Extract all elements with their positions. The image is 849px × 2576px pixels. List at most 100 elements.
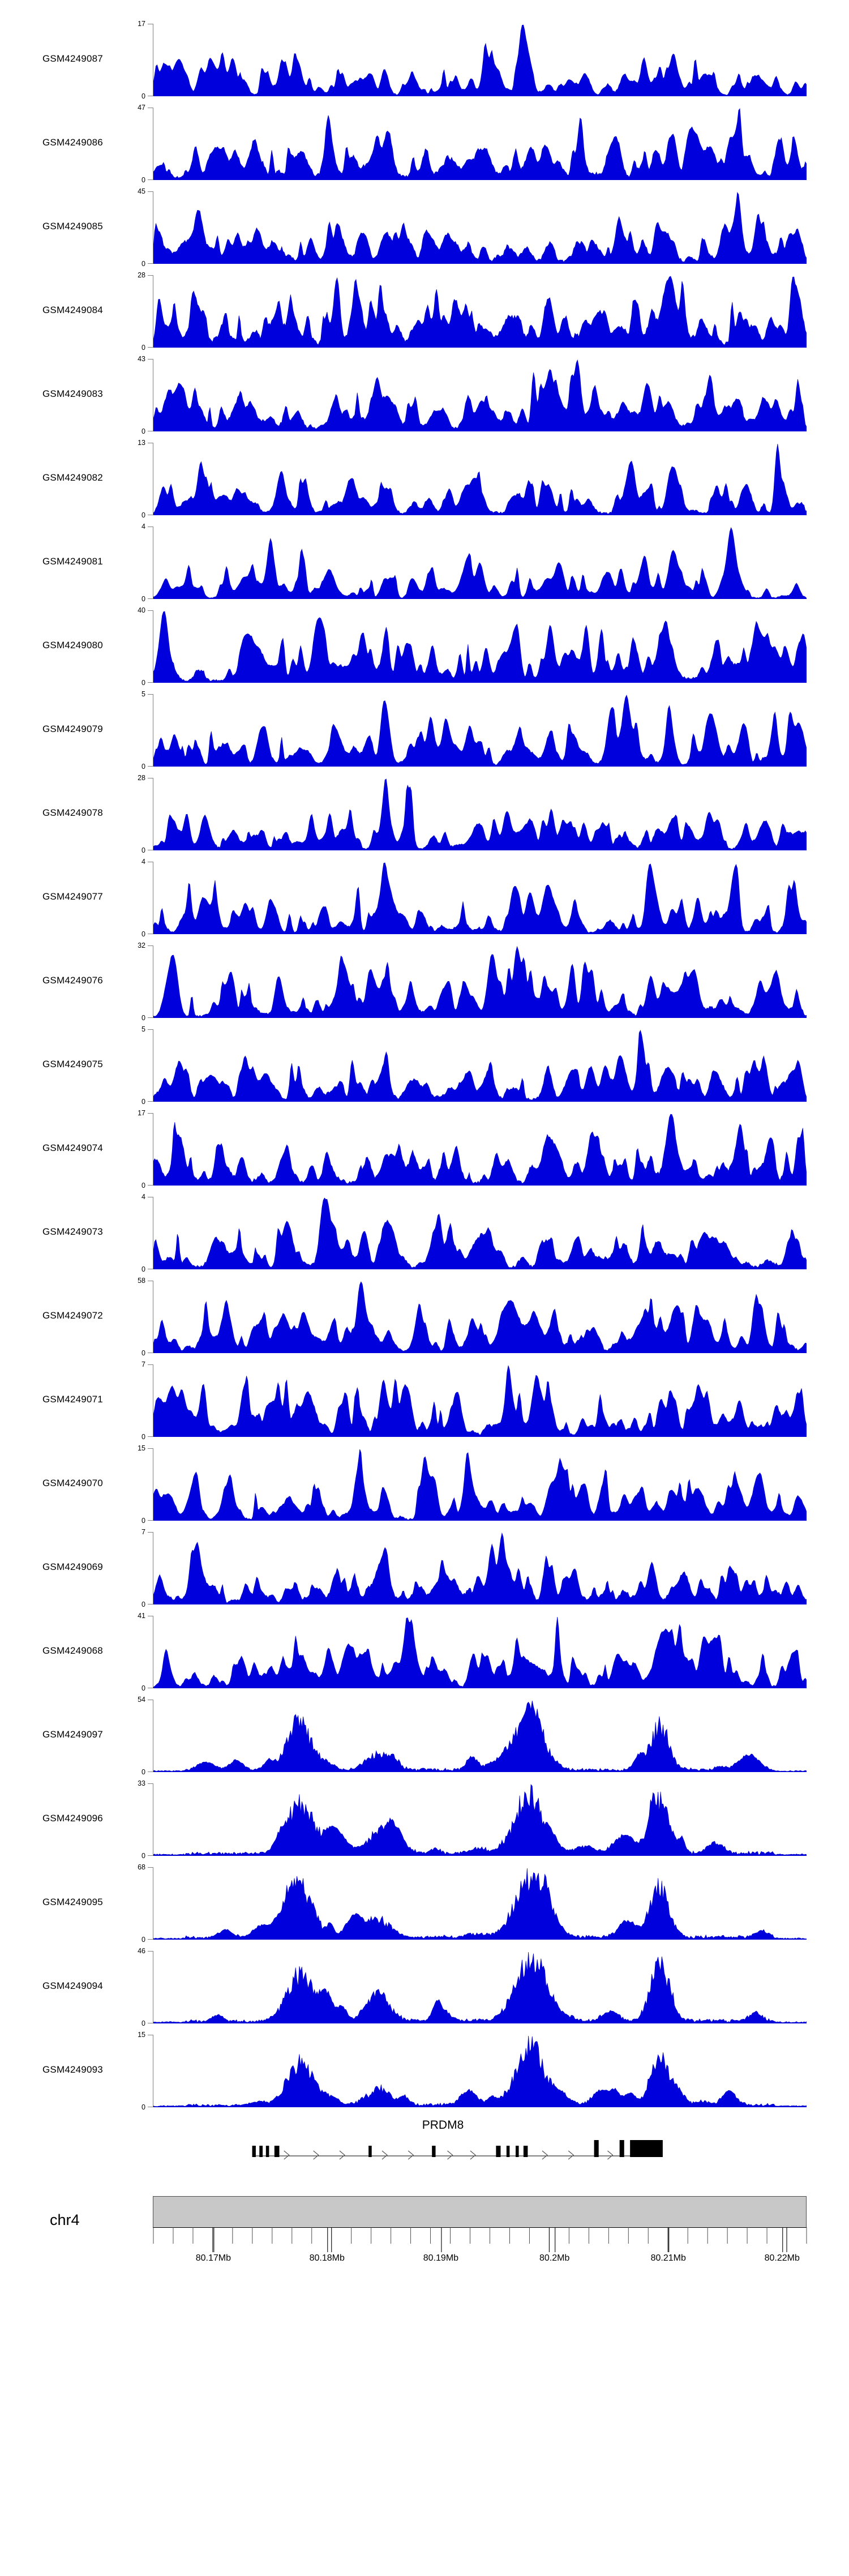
coverage-area-plot [153, 862, 807, 934]
coverage-track: GSM4249093 15 0 [0, 2029, 849, 2113]
gene-name-text: PRDM8 [422, 2119, 464, 2132]
coverage-area-plot [153, 1616, 807, 1688]
gene-exon [523, 2146, 528, 2157]
coverage-path [153, 1952, 807, 2023]
axis-tick-label: 80.2Mb [539, 2253, 570, 2263]
y-axis-max-label: 15 [138, 2031, 145, 2039]
coverage-path [153, 695, 807, 767]
axis-tick-label: 80.22Mb [764, 2253, 800, 2263]
strand-arrow-icon [447, 2150, 453, 2160]
coverage-path [153, 611, 807, 683]
track-sample-label: GSM4249096 [42, 1813, 103, 1824]
coverage-track: GSM4249079 5 0 [0, 688, 849, 772]
gene-exon [594, 2140, 599, 2157]
y-axis-bottom-tick [148, 1101, 153, 1102]
genomic-axis-svg [153, 2227, 807, 2252]
y-axis-min-label: 0 [142, 1265, 145, 1273]
y-axis-bottom-tick [148, 347, 153, 348]
gene-exon [252, 2146, 256, 2157]
y-axis-max-label: 41 [138, 1612, 145, 1620]
coverage-path [153, 108, 807, 180]
coverage-area-plot [153, 2035, 807, 2107]
coverage-area-plot [153, 1449, 807, 1521]
y-axis-max-label: 7 [142, 1360, 145, 1368]
track-sample-label: GSM4249083 [42, 388, 103, 399]
y-axis-max-label: 4 [142, 523, 145, 530]
track-sample-label: GSM4249085 [42, 221, 103, 232]
y-axis-top-tick [148, 694, 153, 695]
chromosome-label: chr4 [50, 2211, 80, 2228]
y-axis-bottom-tick [148, 1017, 153, 1018]
y-axis-min-label: 0 [142, 1349, 145, 1357]
ideogram-bar [153, 2196, 807, 2228]
y-axis-max-label: 58 [138, 1277, 145, 1285]
coverage-track: GSM4249081 4 0 [0, 521, 849, 605]
coverage-area-plot [153, 359, 807, 431]
coverage-path [153, 1281, 807, 1353]
coverage-track: GSM4249095 68 0 [0, 1862, 849, 1945]
track-plot-area: 28 0 [138, 774, 807, 854]
track-sample-label: GSM4249087 [42, 53, 103, 64]
y-axis-max-label: 7 [142, 1528, 145, 1536]
gene-exon [516, 2146, 519, 2157]
strand-arrow-icon [607, 2150, 614, 2160]
track-plot-area: 47 0 [138, 104, 807, 183]
track-plot-area: 46 0 [138, 1948, 807, 2027]
y-axis-max-label: 33 [138, 1779, 145, 1787]
y-axis-max-label: 45 [138, 187, 145, 195]
track-sample-label: GSM4249086 [42, 137, 103, 148]
coverage-track: GSM4249082 13 0 [0, 437, 849, 521]
strand-arrow-icon [568, 2150, 574, 2160]
y-axis-max-label: 54 [138, 1696, 145, 1704]
coverage-area-plot [153, 1700, 807, 1772]
track-plot-area: 41 0 [138, 1612, 807, 1692]
y-axis-min-label: 0 [142, 678, 145, 687]
track-plot-area: 54 0 [138, 1696, 807, 1775]
track-plot-area: 13 0 [138, 439, 807, 519]
track-plot-area: 33 0 [138, 1780, 807, 1859]
track-sample-label: GSM4249081 [42, 556, 103, 567]
y-axis-min-label: 0 [142, 1181, 145, 1189]
coverage-area-plot [153, 1532, 807, 1604]
gene-exon [259, 2146, 263, 2157]
y-axis-max-label: 5 [142, 690, 145, 698]
coverage-path [153, 1197, 807, 1269]
y-axis-top-tick [148, 275, 153, 276]
track-sample-label: GSM4249076 [42, 975, 103, 986]
coverage-track: GSM4249070 15 0 [0, 1443, 849, 1526]
y-axis-min-label: 0 [142, 1013, 145, 1022]
track-plot-area: 68 0 [138, 1864, 807, 1943]
coverage-area-plot [153, 108, 807, 180]
coverage-area-plot [153, 191, 807, 264]
y-axis-min-label: 0 [142, 1768, 145, 1776]
track-plot-area: 15 0 [138, 2031, 807, 2111]
strand-arrow-icon [470, 2150, 476, 2160]
coverage-track: GSM4249076 32 0 [0, 940, 849, 1024]
gene-exon [506, 2146, 510, 2157]
coverage-area-plot [153, 276, 807, 348]
y-axis-top-tick [148, 1783, 153, 1784]
y-axis-bottom-tick [148, 1855, 153, 1856]
chromosome-axis-region: chr4 80.17Mb 80.18Mb 80.19Mb 80.2Mb 80.21Mb 8… [0, 2181, 849, 2288]
coverage-track: GSM4249071 7 0 [0, 1359, 849, 1443]
y-axis-top-tick [148, 1029, 153, 1030]
y-axis-min-label: 0 [142, 427, 145, 435]
y-axis-max-label: 5 [142, 1025, 145, 1033]
coverage-area-plot [153, 1197, 807, 1269]
track-sample-label: GSM4249077 [42, 891, 103, 902]
track-plot-area: 15 0 [138, 1445, 807, 1524]
coverage-area-plot [153, 24, 807, 96]
track-plot-area: 32 0 [138, 942, 807, 1021]
y-axis-top-tick [148, 1113, 153, 1114]
y-axis-min-label: 0 [142, 846, 145, 854]
coverage-track: GSM4249087 17 0 [0, 18, 849, 102]
y-axis-max-label: 17 [138, 1109, 145, 1117]
coverage-path [153, 945, 807, 1018]
coverage-path [153, 1700, 807, 1772]
track-sample-label: GSM4249079 [42, 724, 103, 734]
y-axis-min-label: 0 [142, 176, 145, 184]
